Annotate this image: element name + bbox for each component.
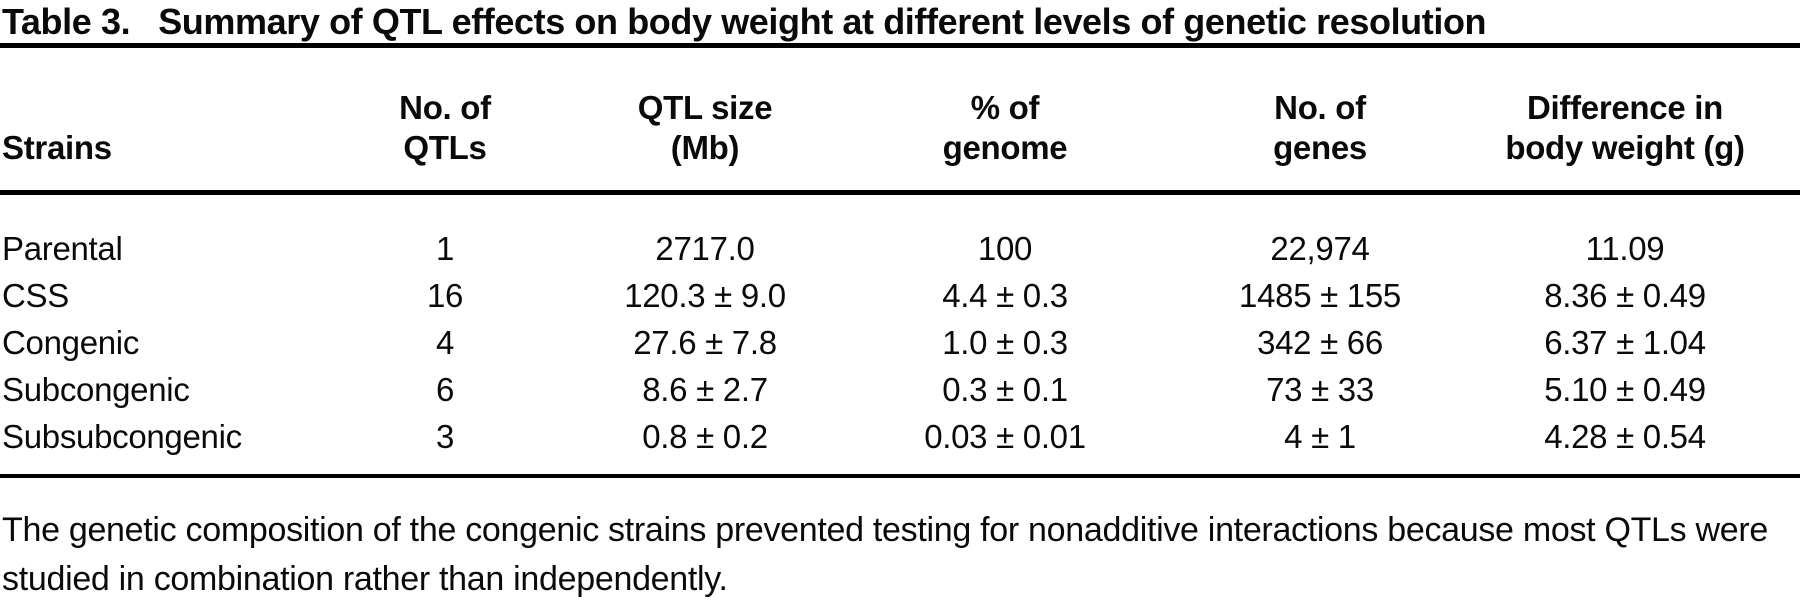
cell-qtls: 6 — [435, 370, 455, 408]
cell-qtls: 3 — [435, 417, 455, 455]
table-row-congenic: Congenic 4 27.6 ± 7.8 1.0 ± 0.3 342 ± 66… — [0, 319, 1800, 366]
cell-qtl-size: 0.8 ± 0.2 — [642, 417, 768, 455]
cell-diff-bw: 8.36 ± 0.49 — [1544, 276, 1706, 314]
cell-diff-bw: 11.09 — [1585, 229, 1665, 267]
cell-genes: 1485 ± 155 — [1239, 276, 1401, 314]
table-row-parental: Parental 1 2717.0 100 22,974 11.09 — [0, 225, 1800, 272]
table-title: Table 3. Summary of QTL effects on body w… — [0, 0, 1800, 43]
cell-strain: Congenic — [2, 323, 140, 361]
cell-genes: 73 ± 33 — [1266, 370, 1374, 408]
cell-strain: CSS — [2, 276, 69, 314]
cell-genes: 4 ± 1 — [1284, 417, 1356, 455]
col-header-line2: body weight (g) — [1505, 129, 1745, 166]
col-header-no-of-genes: No. of genes — [1190, 48, 1450, 190]
col-header-qtl-size: QTL size (Mb) — [590, 48, 820, 190]
table-footnote: The genetic composition of the congenic … — [2, 511, 1769, 598]
cell-qtl-size: 2717.0 — [655, 229, 755, 267]
cell-genes: 342 ± 66 — [1257, 323, 1383, 361]
table-body: Parental 1 2717.0 100 22,974 11.09 CSS 1… — [0, 225, 1800, 460]
col-header-line2: (Mb) — [670, 129, 740, 166]
col-header-strains: Strains — [0, 48, 300, 190]
header-rule — [0, 190, 1800, 195]
col-header-line2: Strains — [2, 129, 112, 166]
col-header-line1: No. of — [1274, 89, 1366, 126]
bottom-rule — [0, 474, 1800, 478]
cell-qtls: 1 — [435, 229, 455, 267]
col-header-line2: genes — [1273, 129, 1367, 166]
cell-qtls: 16 — [426, 276, 464, 314]
table-row-subsubcongenic: Subsubcongenic 3 0.8 ± 0.2 0.03 ± 0.01 4… — [0, 413, 1800, 460]
cell-diff-bw: 6.37 ± 1.04 — [1544, 323, 1706, 361]
col-header-no-of-qtls: No. of QTLs — [300, 48, 590, 190]
cell-qtl-size: 120.3 ± 9.0 — [624, 276, 786, 314]
col-header-line1: No. of — [399, 89, 491, 126]
cell-qtl-size: 27.6 ± 7.8 — [633, 323, 777, 361]
cell-pct-genome: 1.0 ± 0.3 — [942, 323, 1068, 361]
table-number: Table 3. — [2, 1, 131, 42]
cell-pct-genome: 0.03 ± 0.01 — [924, 417, 1086, 455]
cell-genes: 22,974 — [1270, 229, 1370, 267]
top-rule — [0, 43, 1800, 48]
col-header-diff-body-weight: Difference in body weight (g) — [1450, 48, 1800, 190]
table-row-css: CSS 16 120.3 ± 9.0 4.4 ± 0.3 1485 ± 155 … — [0, 272, 1800, 319]
cell-qtls: 4 — [435, 323, 455, 361]
cell-diff-bw: 5.10 ± 0.49 — [1544, 370, 1706, 408]
cell-strain: Subsubcongenic — [2, 417, 242, 455]
col-header-line2: genome — [942, 129, 1068, 166]
cell-pct-genome: 4.4 ± 0.3 — [942, 276, 1068, 314]
col-header-line1: QTL size — [637, 89, 773, 126]
table-row-subcongenic: Subcongenic 6 8.6 ± 2.7 0.3 ± 0.1 73 ± 3… — [0, 366, 1800, 413]
col-header-line2: QTLs — [403, 129, 487, 166]
table-caption: Summary of QTL effects on body weight at… — [158, 1, 1487, 42]
cell-pct-genome: 100 — [977, 229, 1033, 267]
cell-strain: Parental — [2, 229, 123, 267]
col-header-line1: % of — [970, 89, 1040, 126]
col-header-line1: Difference in — [1527, 89, 1723, 126]
table-header-row: Strains No. of QTLs QTL size (Mb) % of g… — [0, 48, 1800, 190]
col-header-pct-genome: % of genome — [820, 48, 1190, 190]
cell-pct-genome: 0.3 ± 0.1 — [942, 370, 1068, 408]
cell-diff-bw: 4.28 ± 0.54 — [1544, 417, 1706, 455]
cell-qtl-size: 8.6 ± 2.7 — [642, 370, 768, 408]
cell-strain: Subcongenic — [2, 370, 190, 408]
